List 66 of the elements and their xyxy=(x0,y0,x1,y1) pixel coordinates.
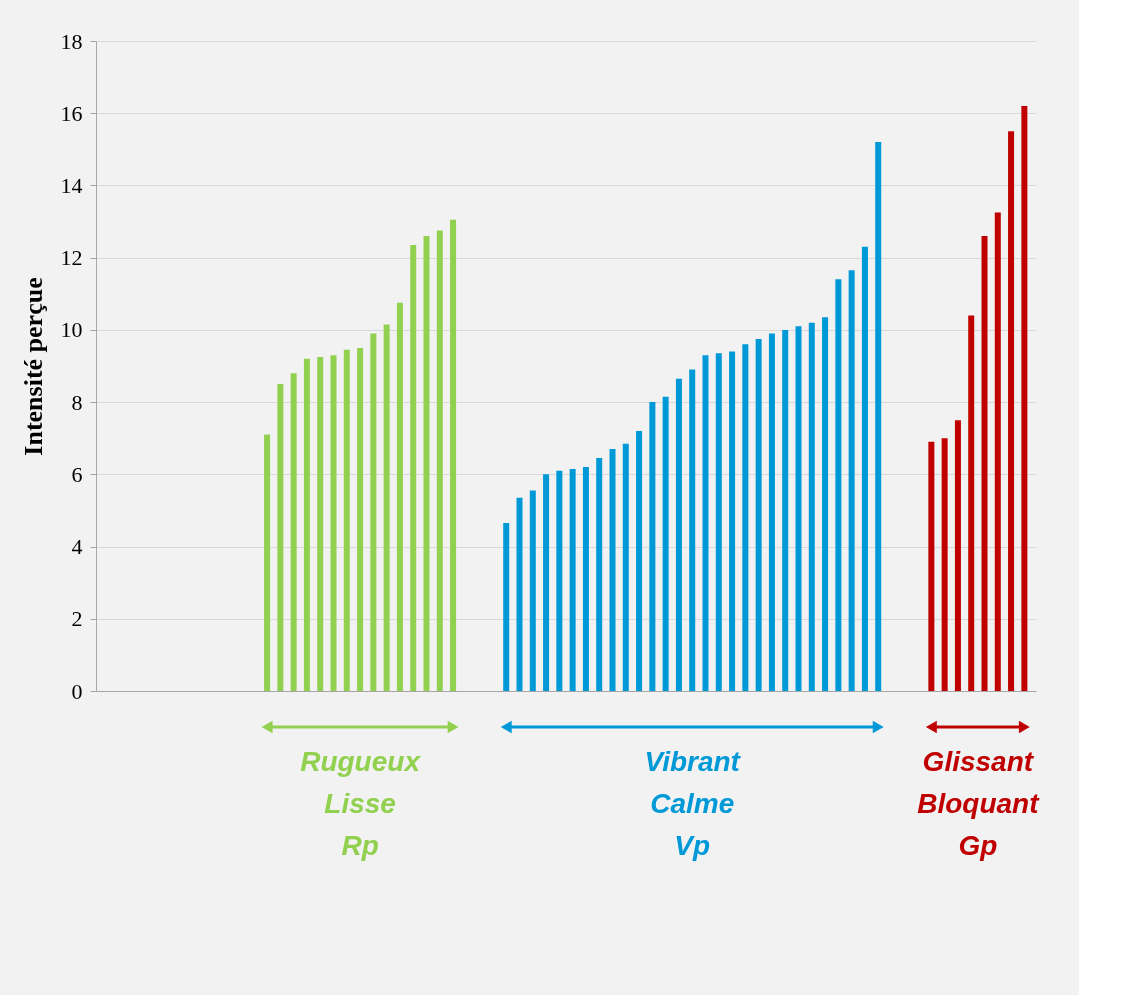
bar xyxy=(808,322,815,691)
bar xyxy=(423,236,430,691)
bar xyxy=(795,326,802,691)
bar xyxy=(742,344,749,691)
bar xyxy=(582,467,589,691)
bar xyxy=(994,212,1001,691)
bar xyxy=(662,396,669,691)
bar xyxy=(503,523,510,691)
y-tick-label: 0 xyxy=(71,678,83,704)
bar xyxy=(675,378,682,691)
bar xyxy=(596,458,603,691)
bar xyxy=(1008,131,1015,691)
bar xyxy=(622,443,629,691)
bar xyxy=(529,490,536,691)
bar xyxy=(516,497,523,691)
bar xyxy=(968,315,975,691)
bar xyxy=(450,219,457,691)
bar xyxy=(290,373,297,691)
bar xyxy=(822,317,829,691)
bar xyxy=(609,449,616,691)
bar xyxy=(702,355,709,691)
bar xyxy=(875,142,882,691)
bar xyxy=(264,434,271,691)
y-tick-label: 12 xyxy=(60,245,83,271)
bar xyxy=(317,356,324,691)
bar xyxy=(343,349,350,691)
text: Glissant Bloquant Gp xyxy=(917,746,1041,861)
bar xyxy=(768,333,775,691)
bar xyxy=(330,355,337,691)
text: Vibrant Calme Vp xyxy=(644,746,742,861)
bar xyxy=(861,246,868,691)
bar xyxy=(848,270,855,691)
text: Rugueux Lisse Rp xyxy=(300,746,422,861)
bar xyxy=(1021,106,1028,691)
bar xyxy=(954,420,961,691)
bar xyxy=(543,474,550,691)
y-tick-label: 2 xyxy=(71,606,83,632)
y-tick-label: 16 xyxy=(60,100,83,126)
y-tick-label: 4 xyxy=(71,534,83,560)
bar xyxy=(755,338,762,691)
bar xyxy=(941,438,948,691)
bar xyxy=(410,245,417,691)
bar xyxy=(277,384,284,691)
bar xyxy=(370,333,377,691)
bar xyxy=(835,279,842,691)
bar xyxy=(729,351,736,691)
bar xyxy=(569,468,576,691)
bar xyxy=(981,236,988,691)
bar xyxy=(715,353,722,691)
bar xyxy=(357,347,364,691)
bar xyxy=(556,470,563,691)
y-tick-label: 8 xyxy=(71,389,83,415)
bar xyxy=(782,329,789,691)
bar xyxy=(383,324,390,691)
y-tick-label: 18 xyxy=(60,28,83,54)
bar xyxy=(436,230,443,691)
y-tick-label: 10 xyxy=(60,317,83,343)
y-tick-label: 14 xyxy=(60,172,83,198)
bar xyxy=(689,369,696,691)
y-axis-title: Intensité perçue xyxy=(18,277,48,456)
bar xyxy=(649,402,656,691)
bar xyxy=(303,358,310,691)
y-tick-label: 6 xyxy=(71,461,83,487)
bar xyxy=(928,441,935,691)
bar xyxy=(396,302,403,691)
bar xyxy=(636,431,643,691)
